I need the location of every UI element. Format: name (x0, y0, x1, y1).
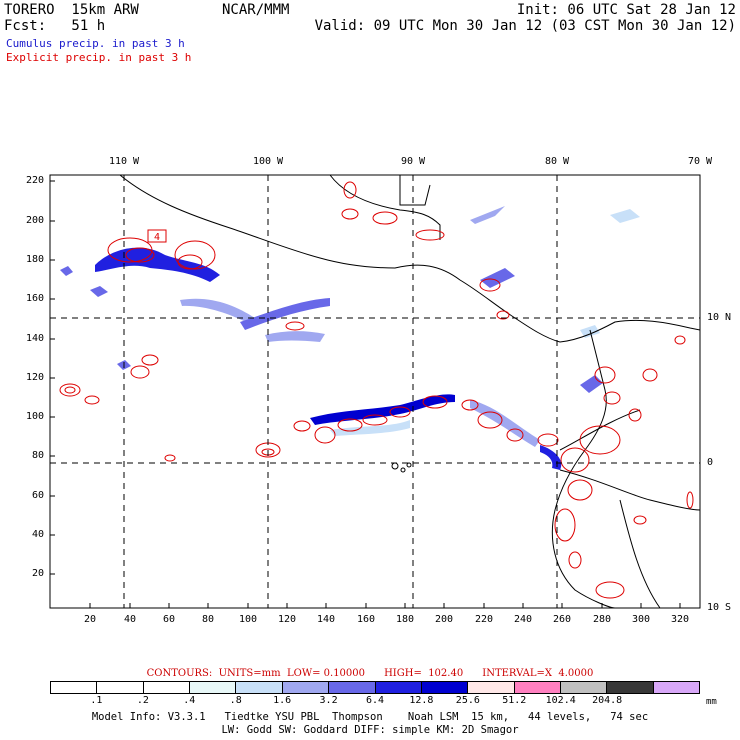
y-tick-80: 80 (31, 450, 44, 461)
colorbar-box (329, 682, 376, 693)
colorbar-box (190, 682, 237, 693)
init-time: Init: 06 UTC Sat 28 Jan 12 (516, 2, 736, 18)
y-tick-200: 200 (25, 215, 44, 226)
x-tick-320: 320 (670, 614, 690, 625)
colorbar-label: .2 (136, 695, 149, 706)
lat-label-0: 0 (707, 457, 714, 468)
x-tick-240: 240 (513, 614, 533, 625)
colorbar-box (468, 682, 515, 693)
lat-label-10s: 10 S (707, 602, 732, 613)
model-name: TORERO 15km ARW (4, 2, 139, 18)
lon-label-80w: 80 W (544, 156, 570, 167)
explicit-precip-contours (59, 181, 694, 599)
colorbar-label: 12.8 (409, 695, 434, 706)
axis-ticks (50, 180, 681, 608)
contour-label-box (147, 229, 167, 243)
coastlines (119, 174, 701, 609)
y-tick-100: 100 (25, 411, 44, 422)
colorbar-label: 25.6 (455, 695, 480, 706)
valid-time: Valid: 09 UTC Mon 30 Jan 12 (03 CST Mon … (314, 18, 736, 34)
colorbar-box (282, 682, 330, 693)
y-tick-180: 180 (25, 254, 44, 265)
colorbar-label: .1 (90, 695, 103, 706)
colorbar-label: 3.2 (319, 695, 338, 706)
y-tick-60: 60 (31, 490, 44, 501)
lat-label-10n: 10 N (707, 312, 732, 323)
y-tick-40: 40 (31, 529, 44, 540)
y-tick-140: 140 (25, 333, 44, 344)
x-tick-200: 200 (434, 614, 454, 625)
x-tick-300: 300 (631, 614, 651, 625)
colorbar-box (236, 682, 283, 693)
map-frame (49, 174, 701, 609)
lon-label-90w: 90 W (400, 156, 426, 167)
y-tick-120: 120 (25, 372, 44, 383)
x-tick-140: 140 (316, 614, 336, 625)
colorbar-box (421, 682, 469, 693)
x-tick-60: 60 (162, 614, 176, 625)
x-tick-20: 20 (83, 614, 97, 625)
forecast-hour: Fcst: 51 h (4, 18, 106, 34)
colorbar-box (51, 682, 98, 693)
colorbar-units: mm (706, 697, 717, 707)
colorbar-label: 1.6 (273, 695, 292, 706)
colorbar-label: .4 (183, 695, 196, 706)
x-tick-100: 100 (238, 614, 258, 625)
galapagos-islands (391, 462, 412, 473)
contour-info: CONTOURS: UNITS=mm LOW= 0.10000 HIGH= 10… (146, 668, 594, 679)
model-info-line1: Model Info: V3.3.1 Tiedtke YSU PBL Thomp… (91, 711, 649, 723)
colorbar-label: 51.2 (502, 695, 527, 706)
colorbar-box (97, 682, 144, 693)
x-tick-260: 260 (552, 614, 572, 625)
lon-label-70w: 70 W (687, 156, 713, 167)
graticule (50, 175, 700, 608)
colorbar-box (653, 682, 700, 693)
colorbar-box (560, 682, 608, 693)
colorbar-box (143, 682, 191, 693)
x-tick-180: 180 (395, 614, 415, 625)
lon-label-110w: 110 W (108, 156, 140, 167)
x-tick-160: 160 (356, 614, 376, 625)
field-cumulus-label: Cumulus precip. in past 3 h (6, 37, 185, 50)
x-tick-120: 120 (277, 614, 297, 625)
colorbar-label: .8 (229, 695, 242, 706)
colorbar-box (375, 682, 422, 693)
colorbar-box (607, 682, 654, 693)
contour-label: 4 (154, 232, 160, 243)
lon-label-100w: 100 W (252, 156, 284, 167)
colorbar-label: 204.8 (592, 695, 623, 706)
y-tick-20: 20 (31, 568, 44, 579)
model-info-line2: LW: Godd SW: Goddard DIFF: simple KM: 2D… (221, 724, 519, 736)
x-tick-40: 40 (123, 614, 137, 625)
center-name: NCAR/MMM (222, 2, 290, 18)
x-tick-220: 220 (474, 614, 494, 625)
y-tick-220: 220 (25, 175, 44, 186)
x-tick-80: 80 (201, 614, 215, 625)
colorbar-box (514, 682, 561, 693)
x-tick-280: 280 (592, 614, 612, 625)
y-tick-160: 160 (25, 293, 44, 304)
colorbar-label: 102.4 (545, 695, 576, 706)
field-explicit-label: Explicit precip. in past 3 h (6, 51, 192, 64)
colorbar (50, 681, 700, 694)
colorbar-label: 6.4 (365, 695, 385, 706)
